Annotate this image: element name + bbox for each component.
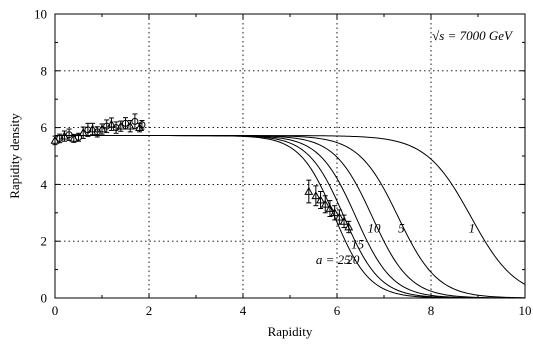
curve-5 [55,135,525,299]
high-data-point [320,195,330,214]
high-data-point [325,200,335,217]
curve-2 [55,135,526,299]
energy-annotation: √s = 7000 GeV [432,28,514,43]
y-axis-title: Rapidity density [7,113,22,199]
axis-ticks: 0 2 4 6 8 10 0 2 4 6 8 10 [34,7,532,319]
circle-marker [56,134,64,142]
mirror-data-point [97,123,107,135]
high-data-point [344,220,354,234]
low-data-point [93,126,101,138]
curve-label-2: 5 [398,221,405,236]
circle-marker [65,131,73,139]
curve-4 [55,135,525,299]
y-tick-label: 4 [41,177,48,192]
mirror-data-point [125,120,135,133]
triangle-marker [78,128,88,137]
triangle-marker [339,216,349,225]
y-tick-label: 8 [41,63,48,78]
triangle-marker [106,119,116,128]
low-data-point [138,120,146,130]
triangle-marker [304,186,314,195]
triangle-marker [334,212,344,221]
high-data-point [311,185,321,207]
low-data-point [84,122,92,137]
grid-lines [55,14,525,298]
x-tick-label: 8 [428,303,435,318]
triangle-marker [97,124,107,133]
circle-marker [75,133,82,141]
curve-3 [55,135,525,299]
x-tick-label: 2 [146,303,153,318]
mirror-data-point [106,117,116,131]
low-data-point [122,117,129,130]
curve-label-5: 20 [346,252,360,267]
low-data-point [131,113,139,130]
curve-label-4: 15 [351,236,365,251]
triangle-marker [316,195,325,204]
curve-6 [55,135,525,299]
circle-marker [84,126,92,134]
x-tick-label: 0 [52,303,59,318]
x-axis-title: Rapidity [268,324,313,339]
mirror-data-point [88,122,98,136]
y-tick-label: 6 [41,120,48,135]
circle-marker [112,124,120,132]
high-data-point [316,191,325,210]
data-points [50,113,354,234]
low-data-point [112,121,120,134]
triangle-marker [311,191,321,200]
triangle-marker [125,121,135,130]
circle-marker [138,121,146,129]
plot-frame [54,13,526,299]
curve-label-6: a = 25 [316,252,351,267]
x-tick-label: 10 [519,303,532,318]
high-data-point [339,214,349,229]
y-tick-label: 10 [34,7,47,22]
curve-label-3: 10 [368,221,382,236]
low-data-point [65,128,73,141]
y-tick-label: 2 [41,234,48,249]
curve-label-1: 1 [469,221,476,236]
curve-1 [55,135,526,285]
x-tick-label: 6 [334,303,341,318]
x-tick-label: 4 [240,303,247,318]
y-tick-label: 0 [41,291,48,306]
triangle-marker [320,199,330,208]
circle-marker [93,128,101,136]
low-data-point [56,133,64,144]
circle-marker [122,119,129,127]
triangle-marker [325,203,335,212]
high-data-point [304,179,314,204]
triangle-marker [344,222,354,231]
circle-marker [103,122,111,130]
triangle-marker [330,208,340,217]
low-data-point [75,132,82,142]
low-data-point [103,119,111,133]
circle-marker [131,117,139,125]
model-curves [55,135,526,299]
